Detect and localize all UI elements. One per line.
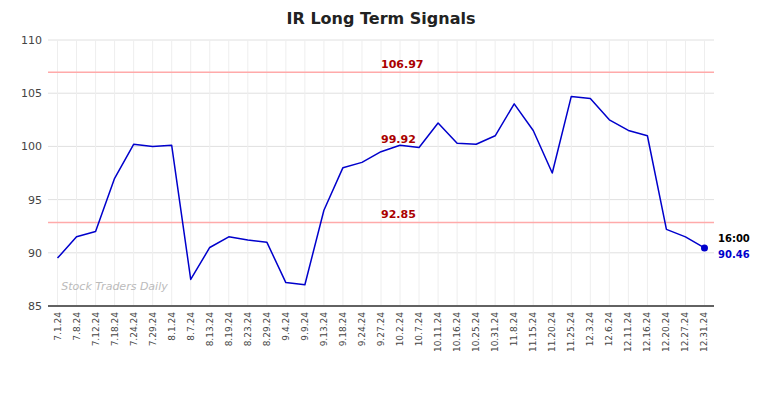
x-tick-label: 7.1.24 <box>53 312 63 341</box>
grid-line <box>495 40 496 306</box>
grid-line <box>57 40 58 306</box>
grid-line <box>95 40 96 306</box>
grid-line <box>209 40 210 306</box>
grid-line <box>247 40 248 306</box>
x-tick-label: 12.11.24 <box>623 312 633 352</box>
x-tick-label: 9.13.24 <box>319 312 329 347</box>
x-tick-label: 11.20.24 <box>547 312 557 352</box>
last-price: 90.46 <box>718 249 750 260</box>
last-point <box>701 244 708 251</box>
x-tick-label: 8.19.24 <box>224 312 234 347</box>
grid-line <box>266 40 267 306</box>
x-tick-label: 9.9.24 <box>300 312 310 341</box>
x-tick-label: 12.20.24 <box>661 312 671 352</box>
grid-line <box>457 40 458 306</box>
grid-line <box>609 40 610 306</box>
x-tick-label: 12.27.24 <box>680 312 690 352</box>
x-tick-label: 10.2.24 <box>395 312 405 347</box>
grid-line <box>342 40 343 306</box>
x-tick-label: 7.12.24 <box>91 312 101 347</box>
x-tick-label: 9.24.24 <box>357 312 367 347</box>
grid-line <box>685 40 686 306</box>
title: IR Long Term Signals <box>287 9 476 28</box>
x-tick-label: 8.7.24 <box>186 312 196 341</box>
plot-area <box>48 72 714 284</box>
signal-label: 99.92 <box>381 133 416 146</box>
signal-line <box>48 222 714 224</box>
x-tick-label: 8.1.24 <box>167 312 177 341</box>
grid-line <box>114 40 115 306</box>
grid-line <box>304 40 305 306</box>
x-tick-label: 11.25.24 <box>566 312 576 352</box>
grid-line <box>533 40 534 306</box>
x-tick-label: 12.31.24 <box>699 312 709 352</box>
grid-line <box>400 40 401 306</box>
grid-line <box>476 40 477 306</box>
chart: 85 90 95 100 105 110 7.1.24 7.8.24 7.12.24 7.18.2… <box>0 0 784 398</box>
grid-line <box>514 40 515 306</box>
x-tick-label: 7.24.24 <box>129 312 139 347</box>
x-tick-label: 11.8.24 <box>509 312 519 347</box>
y-tick-label: 100 <box>21 140 42 153</box>
grid-line <box>590 40 591 306</box>
x-tick-label: 11.15.24 <box>528 312 538 352</box>
grid-line <box>438 40 439 306</box>
grid-line <box>171 40 172 306</box>
y-tick-label: 110 <box>21 34 42 47</box>
last-time: 16:00 <box>718 233 750 244</box>
grid-line <box>76 40 77 306</box>
x-axis-line <box>48 305 714 307</box>
grid-line <box>419 40 420 306</box>
x-tick-label: 12.6.24 <box>604 312 614 347</box>
x-tick-label: 12.3.24 <box>585 312 595 347</box>
grid-line <box>666 40 667 306</box>
grid-line <box>323 40 324 306</box>
x-tick-label: 10.31.24 <box>490 312 500 352</box>
grid-line <box>571 40 572 306</box>
grid-line <box>628 40 629 306</box>
y-tick-label: 95 <box>28 194 42 207</box>
price-line <box>58 96 705 284</box>
grid-line <box>152 40 153 306</box>
x-tick-label: 8.23.24 <box>243 312 253 347</box>
grid-line <box>361 40 362 306</box>
grid-line <box>285 40 286 306</box>
grid-line <box>647 40 648 306</box>
x-tick-label: 10.11.24 <box>433 312 443 352</box>
y-tick-label: 85 <box>28 300 42 313</box>
y-tick-label: 90 <box>28 247 42 260</box>
x-tick-label: 10.16.24 <box>452 312 462 352</box>
signal-label: 106.97 <box>381 58 423 71</box>
x-tick-label: 8.29.24 <box>262 312 272 347</box>
x-tick-label: 10.7.24 <box>414 312 424 347</box>
x-tick-label: 10.25.24 <box>471 312 481 352</box>
x-tick-label: 12.16.24 <box>642 312 652 352</box>
grid-line <box>48 306 714 307</box>
x-tick-label: 7.18.24 <box>110 312 120 347</box>
signal-line <box>48 71 714 73</box>
x-tick-label: 7.29.24 <box>148 312 158 347</box>
y-tick-label: 105 <box>21 87 42 100</box>
grid-line <box>133 40 134 306</box>
grid-line <box>228 40 229 306</box>
signal-label: 92.85 <box>381 208 416 221</box>
grid-line <box>381 40 382 306</box>
x-tick-label: 9.18.24 <box>338 312 348 347</box>
x-tick-label: 8.13.24 <box>205 312 215 347</box>
grid <box>48 40 714 306</box>
watermark: Stock Traders Daily <box>61 280 168 293</box>
grid-line <box>190 40 191 306</box>
x-tick-label: 9.27.24 <box>376 312 386 347</box>
grid-line <box>704 40 705 306</box>
x-tick-label: 9.4.24 <box>281 312 291 341</box>
x-tick-label: 7.8.24 <box>72 312 82 341</box>
